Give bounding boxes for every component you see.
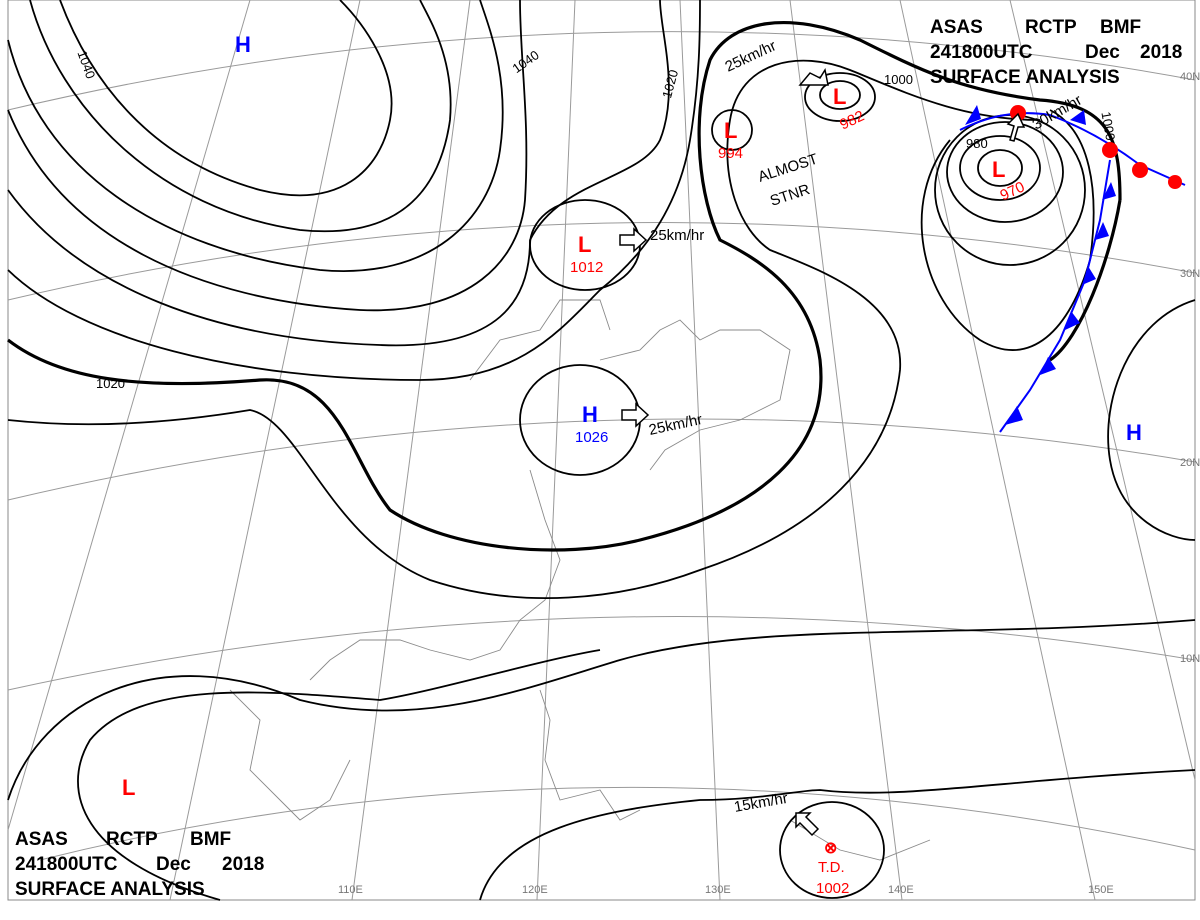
high-center: H	[582, 402, 598, 427]
isobar-label: 1000	[884, 72, 913, 87]
header-text: ASAS	[930, 17, 983, 38]
high-center-value: 1026	[575, 429, 608, 446]
latitude-label: 30N	[1180, 268, 1200, 280]
tropical-depression-label: T.D.	[818, 859, 845, 876]
longitude-label: 110E	[338, 884, 363, 896]
header-text: 2018	[222, 854, 264, 875]
header-bottom-left: ASAS RCTP BMF 241800UTC Dec 2018 SURFACE…	[15, 829, 264, 900]
header-text: RCTP	[106, 829, 158, 850]
longitude-label: 150E	[1088, 884, 1114, 896]
header-text: ASAS	[15, 829, 68, 850]
isobars	[7, 0, 1196, 901]
low-center: L	[833, 84, 846, 109]
motion-label: 25km/hr	[650, 227, 704, 244]
header-text: 241800UTC	[15, 854, 118, 875]
longitude-label: 140E	[888, 884, 914, 896]
header-text: 241800UTC	[930, 42, 1033, 63]
low-center-value: 1012	[570, 259, 603, 276]
low-center: L	[992, 157, 1005, 182]
header-text: SURFACE ANALYSIS	[15, 879, 205, 900]
low-center: L	[578, 232, 591, 257]
axis-labels: 40N 30N 20N 10N 110E 120E 130E 140E 150E	[338, 71, 1200, 896]
isobar-label: 1020	[659, 68, 681, 100]
isobar-label: 1020	[96, 376, 125, 391]
longitude-label: 130E	[705, 884, 731, 896]
header-text: Dec	[1085, 42, 1120, 63]
header-text: 2018	[1140, 42, 1182, 63]
graticule	[7, 0, 1196, 901]
isobar-label: 980	[966, 136, 988, 151]
latitude-label: 40N	[1180, 71, 1200, 83]
arrow-icon	[1006, 112, 1026, 142]
coastlines	[229, 299, 931, 861]
motion-arrows	[619, 68, 1026, 837]
latitude-label: 20N	[1180, 457, 1200, 469]
latitude-label: 10N	[1180, 653, 1200, 665]
arrow-icon	[621, 402, 650, 428]
low-center-value: 994	[718, 145, 743, 162]
tropical-depression-symbol: ⊗	[824, 840, 837, 857]
isobar-label: 1000	[1098, 111, 1118, 142]
low-center: L	[122, 775, 135, 800]
header-text: RCTP	[1025, 17, 1077, 38]
header-text: Dec	[156, 854, 191, 875]
arrow-icon	[795, 812, 820, 837]
arrow-icon	[798, 68, 829, 86]
header-top-right: ASAS RCTP BMF 241800UTC Dec 2018 SURFACE…	[930, 17, 1182, 88]
header-text: SURFACE ANALYSIS	[930, 67, 1120, 88]
low-center: L	[724, 118, 737, 143]
arrow-icon	[619, 227, 648, 253]
header-text: BMF	[190, 829, 231, 850]
high-center: H	[1126, 420, 1142, 445]
tropical-depression-value: 1002	[816, 880, 849, 897]
fronts	[959, 105, 1186, 433]
longitude-label: 120E	[522, 884, 548, 896]
high-center: H	[235, 32, 251, 57]
map-frame	[7, 0, 1196, 901]
header-text: BMF	[1100, 17, 1141, 38]
